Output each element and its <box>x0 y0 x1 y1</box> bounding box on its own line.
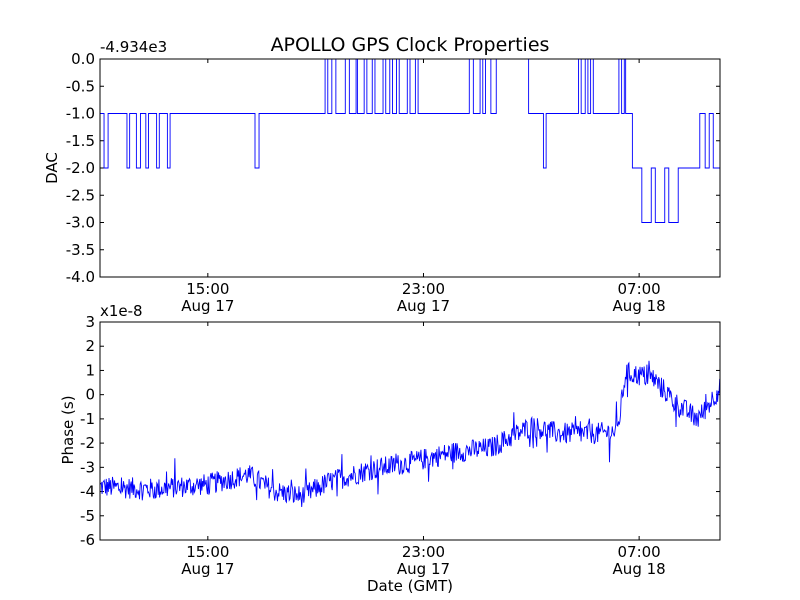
phase-ytick-label: -2 <box>80 434 95 452</box>
phase-xtick-time: 23:00 <box>402 543 445 561</box>
phase-y-ticks: -6 -5 -4 -3 -2 -1 0 1 2 3 <box>80 313 720 549</box>
dac-ytick-label: -4.0 <box>66 268 95 286</box>
dac-ytick-label: -0.5 <box>66 77 95 95</box>
dac-axes-frame <box>99 58 721 278</box>
phase-xtick-date: Aug 17 <box>397 560 450 578</box>
chart-title: APOLLO GPS Clock Properties <box>271 34 550 56</box>
phase-ytick-label: 3 <box>85 313 95 331</box>
phase-ytick-label: -4 <box>80 483 95 501</box>
dac-ytick-label: 0.0 <box>71 50 95 68</box>
phase-offset-label: x1e-8 <box>100 302 143 320</box>
phase-xtick-date: Aug 17 <box>181 560 234 578</box>
phase-plot-area <box>100 360 720 508</box>
dac-y-ticks: -4.0 -3.5 -3.0 -2.5 -2.0 -1.5 -1.0 -0.5 0.0 <box>66 50 720 286</box>
phase-xtick-date: Aug 18 <box>613 560 666 578</box>
phase-axes-frame <box>99 321 721 541</box>
phase-ytick-label: 0 <box>85 386 95 404</box>
phase-ytick-label: -6 <box>80 531 95 549</box>
phase-y-axis-label: Phase (s) <box>59 395 77 464</box>
x-axis-label: Date (GMT) <box>367 577 453 595</box>
dac-ytick-label: -3.5 <box>66 241 95 259</box>
dac-ytick-label: -1.5 <box>66 132 95 150</box>
phase-xtick-time: 07:00 <box>618 543 661 561</box>
dac-ytick-label: -3.0 <box>66 214 95 232</box>
dac-panel: APOLLO GPS Clock Properties -4.934e3 DAC… <box>43 34 721 315</box>
phase-ytick-label: 2 <box>85 337 95 355</box>
dac-xtick-date: Aug 17 <box>397 297 450 315</box>
dac-series-line <box>100 59 720 223</box>
dac-xtick-time: 23:00 <box>402 280 445 298</box>
dac-offset-label: -4.934e3 <box>100 38 167 56</box>
dac-ytick-label: -1.0 <box>66 105 95 123</box>
dac-ytick-label: -2.5 <box>66 186 95 204</box>
phase-series-line <box>100 360 720 508</box>
dac-xtick-time: 15:00 <box>186 280 229 298</box>
dac-xtick-time: 07:00 <box>618 280 661 298</box>
phase-ytick-label: -3 <box>80 458 95 476</box>
phase-panel: x1e-8 Phase (s) Date (GMT) -6 -5 -4 -3 -2 -1 0… <box>59 302 721 595</box>
phase-ytick-label: -5 <box>80 507 95 525</box>
dac-plot-area <box>100 59 720 223</box>
phase-xtick-time: 15:00 <box>186 543 229 561</box>
dac-xtick-date: Aug 17 <box>181 297 234 315</box>
dac-xtick-date: Aug 18 <box>613 297 666 315</box>
phase-ytick-label: 1 <box>85 361 95 379</box>
dac-y-axis-label: DAC <box>43 152 61 184</box>
dac-ytick-label: -2.0 <box>66 159 95 177</box>
phase-ytick-label: -1 <box>80 410 95 428</box>
